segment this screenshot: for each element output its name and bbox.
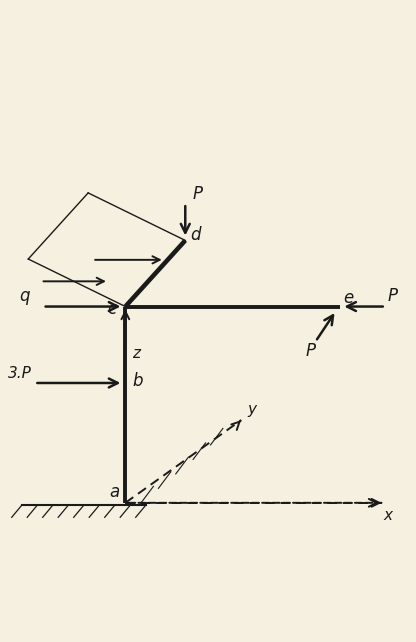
- Text: z: z: [131, 346, 139, 361]
- Text: c: c: [107, 300, 116, 318]
- Text: P: P: [388, 287, 398, 305]
- Text: x: x: [384, 508, 393, 523]
- Text: e: e: [344, 290, 354, 308]
- Text: d: d: [190, 225, 201, 243]
- Text: 3.P: 3.P: [7, 366, 32, 381]
- Text: a: a: [109, 483, 119, 501]
- Text: y: y: [247, 403, 256, 417]
- Text: P: P: [192, 185, 202, 203]
- Text: q: q: [19, 287, 29, 305]
- Text: P: P: [305, 342, 315, 360]
- Text: b: b: [133, 372, 143, 390]
